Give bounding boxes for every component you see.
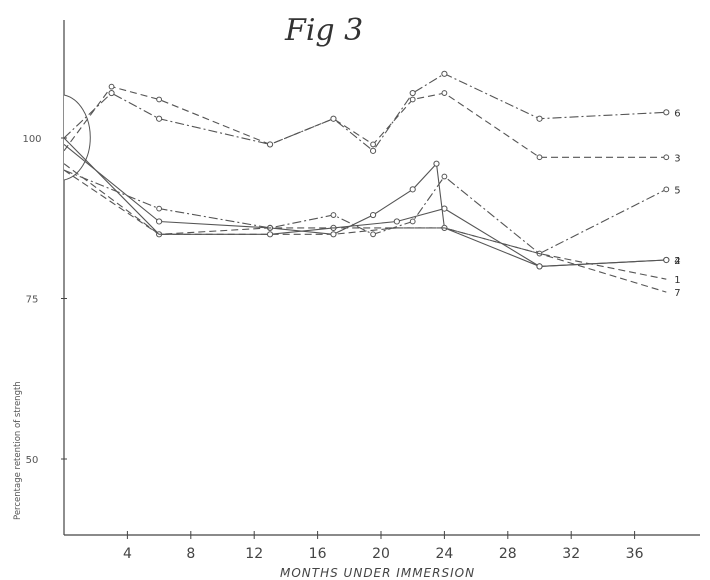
series-line-1 [63,163,667,280]
series-5-point [156,205,163,212]
series-3-point [663,154,670,161]
x-tick-label: 36 [626,546,644,562]
x-tick-label: 12 [245,546,263,562]
series-6-point [409,89,416,97]
x-tick-label: 20 [372,546,390,562]
x-tick-label: 4 [123,546,132,562]
series-5: 5 [63,169,681,257]
x-tick-label: 28 [499,546,517,562]
series-5-point [441,173,448,180]
x-tick-label: 8 [186,546,195,562]
series-3-point [156,96,163,103]
series-4: 4 [63,143,681,270]
series-line-6 [63,73,667,152]
series-7-label: 7 [674,288,680,299]
series-6-point [108,89,115,97]
series-4-point [330,231,337,238]
series-4-point [409,186,416,193]
series-6-point [441,70,448,77]
series-6-point [663,109,670,116]
series-3-point [409,96,416,103]
series-6-point [536,115,543,122]
series-6-point [266,141,274,148]
series-line-4 [63,143,667,267]
series-5-point [663,186,670,193]
series-4-label: 4 [674,256,680,267]
y-tick-label: 50 [26,455,39,466]
series-6-label: 6 [674,108,680,119]
series-3-label: 3 [674,153,680,164]
series-4-point [433,160,440,167]
x-tick-label: 24 [435,546,453,562]
x-tick-label: 32 [562,546,580,562]
y-tick-label: 100 [22,134,41,145]
series-7: 7 [63,169,681,299]
series-3-point [370,141,376,148]
x-ticks: 4 8 12 16 20 24 28 32 36 [123,531,644,562]
series-4-point [156,218,163,225]
y-ticks: 50 75 100 [22,134,67,466]
series-5-point [370,231,376,238]
series-4-point [536,263,543,270]
series-line-5 [63,169,667,255]
series-5-point [409,218,416,225]
series-4-point [663,256,670,264]
x-axis-label: MONTHS UNDER IMMERSION [280,566,475,580]
series-2-point [393,218,400,225]
series-line-7 [63,169,667,293]
series-5-label: 5 [674,185,680,196]
series-6-point [330,115,337,122]
series-line-2 [63,137,667,267]
series-4-point [369,211,377,219]
series-3-point [536,154,543,161]
x-tick-label: 16 [309,546,327,562]
series-line-3 [63,85,667,158]
y-tick-label: 75 [26,295,39,306]
series-3-point [108,83,115,90]
series-group: 1 2 3 4 5 6 7 [63,70,681,299]
series-1: 1 [63,163,681,286]
chart-title: Fig 3 [284,13,363,48]
series-5-point [330,212,337,218]
y-axis-label: Percentage retention of strength [13,381,23,520]
series-6: 6 [63,70,681,154]
series-1-label: 1 [674,275,680,286]
series-2-label: 2 [674,256,680,267]
series-2-point [266,231,274,238]
series-6-point [369,147,377,154]
series-3-point [441,90,448,96]
series-6-point [156,115,163,122]
